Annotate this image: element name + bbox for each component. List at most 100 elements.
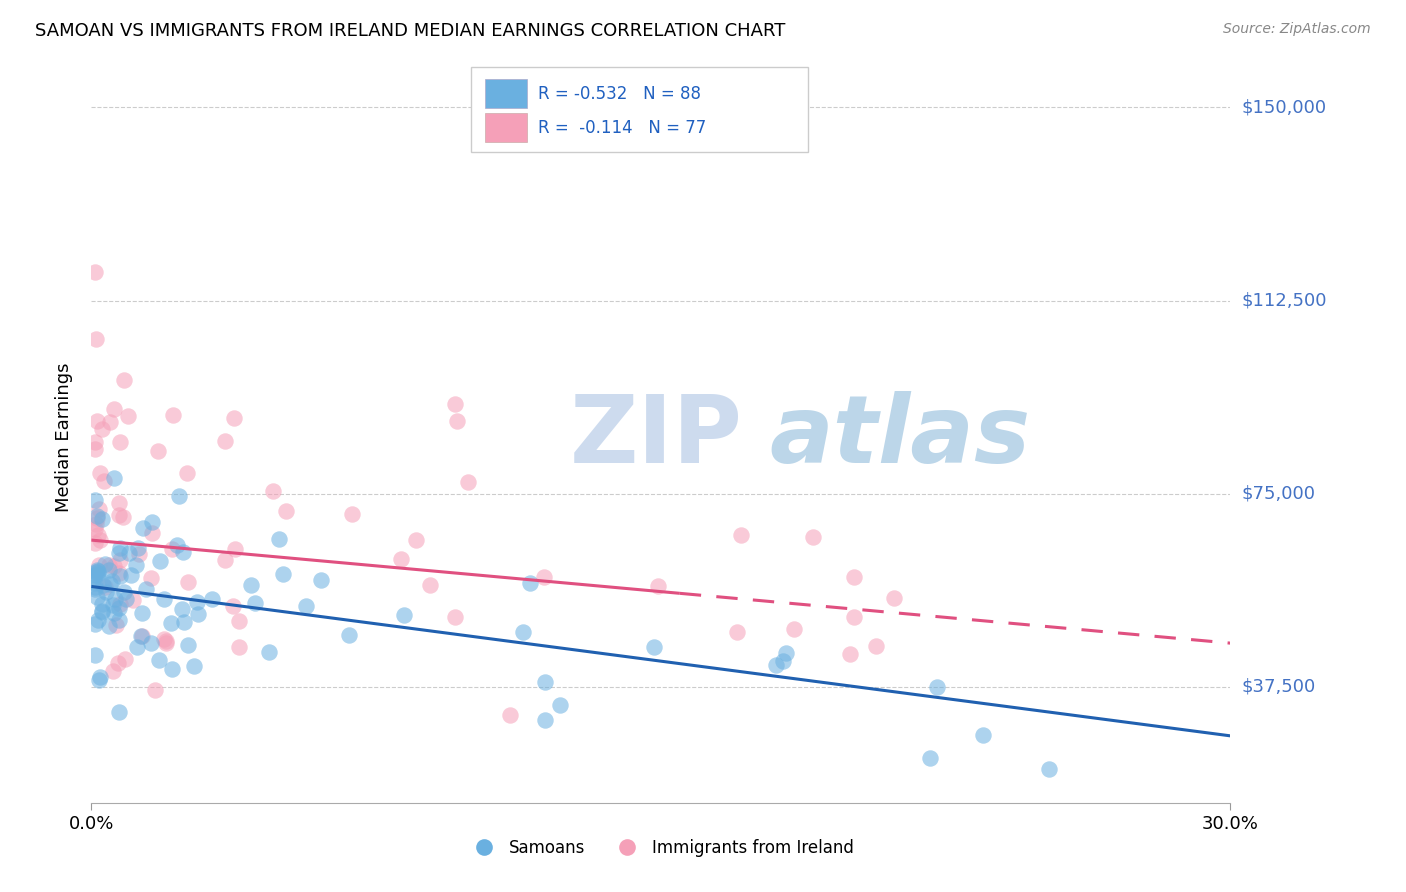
Point bbox=[120, 568, 142, 582]
Point bbox=[927, 680, 949, 694]
Point bbox=[90, 604, 112, 618]
Point bbox=[86, 566, 108, 581]
Point bbox=[643, 640, 665, 654]
Point bbox=[132, 521, 155, 535]
Point bbox=[90, 606, 112, 620]
Point bbox=[730, 528, 752, 542]
Point bbox=[98, 563, 121, 577]
Point bbox=[177, 638, 200, 652]
Point bbox=[443, 397, 465, 411]
Point bbox=[162, 408, 184, 422]
Point bbox=[392, 608, 415, 623]
Point bbox=[86, 563, 108, 577]
Point bbox=[86, 564, 108, 578]
Point bbox=[97, 619, 120, 633]
Point bbox=[262, 483, 284, 498]
Point bbox=[149, 553, 172, 567]
Point bbox=[108, 569, 131, 583]
Point bbox=[201, 592, 224, 607]
Point bbox=[84, 648, 107, 662]
Point bbox=[519, 576, 541, 591]
Point bbox=[86, 568, 108, 582]
Point bbox=[155, 633, 177, 648]
Point bbox=[160, 662, 183, 676]
Point bbox=[224, 411, 246, 425]
Point bbox=[98, 577, 121, 591]
Point bbox=[782, 622, 804, 636]
Y-axis label: Median Earnings: Median Earnings bbox=[55, 362, 73, 512]
Point bbox=[148, 653, 170, 667]
Point bbox=[84, 516, 107, 531]
Point bbox=[865, 639, 887, 653]
Point bbox=[173, 615, 195, 629]
Point bbox=[240, 578, 263, 592]
Point bbox=[533, 569, 555, 583]
Point bbox=[844, 570, 866, 584]
Point bbox=[84, 442, 107, 456]
Point bbox=[143, 682, 166, 697]
Point bbox=[920, 750, 942, 764]
Point bbox=[108, 613, 131, 627]
Point bbox=[839, 647, 862, 661]
Point bbox=[803, 530, 825, 544]
Point bbox=[131, 629, 153, 643]
Point bbox=[84, 265, 107, 279]
Point bbox=[87, 613, 110, 627]
Point bbox=[309, 574, 332, 588]
Point bbox=[512, 625, 534, 640]
Point bbox=[84, 582, 107, 596]
Point bbox=[186, 595, 208, 609]
Text: R = -0.532   N = 88: R = -0.532 N = 88 bbox=[538, 85, 702, 103]
Point bbox=[533, 714, 555, 728]
Point bbox=[84, 536, 107, 550]
Point bbox=[221, 599, 243, 613]
Point bbox=[103, 598, 125, 612]
Point bbox=[94, 584, 117, 599]
Point bbox=[108, 553, 131, 567]
Point bbox=[772, 654, 794, 668]
Point bbox=[84, 565, 107, 579]
Point bbox=[183, 658, 205, 673]
Point bbox=[89, 466, 111, 480]
Point bbox=[228, 614, 250, 628]
Point bbox=[214, 434, 236, 448]
Point bbox=[214, 553, 236, 567]
Point bbox=[155, 635, 177, 649]
Point bbox=[274, 504, 297, 518]
Point bbox=[172, 545, 194, 559]
Point bbox=[108, 705, 131, 719]
Point bbox=[125, 558, 148, 573]
Point bbox=[91, 578, 114, 592]
Point bbox=[153, 592, 176, 607]
Point bbox=[187, 607, 209, 622]
Text: SAMOAN VS IMMIGRANTS FROM IRELAND MEDIAN EARNINGS CORRELATION CHART: SAMOAN VS IMMIGRANTS FROM IRELAND MEDIAN… bbox=[35, 22, 786, 40]
Point bbox=[166, 538, 188, 552]
Point bbox=[457, 475, 479, 489]
Point bbox=[108, 546, 131, 560]
Point bbox=[112, 585, 135, 599]
Point bbox=[177, 575, 200, 590]
Point bbox=[93, 580, 115, 594]
Point bbox=[128, 547, 150, 561]
Point bbox=[117, 409, 139, 424]
Point bbox=[108, 496, 131, 510]
Legend: Samoans, Immigrants from Ireland: Samoans, Immigrants from Ireland bbox=[461, 832, 860, 864]
Point bbox=[139, 636, 162, 650]
Point bbox=[224, 541, 246, 556]
Point bbox=[114, 373, 136, 387]
Text: atlas: atlas bbox=[769, 391, 1031, 483]
Point bbox=[1038, 763, 1060, 777]
Point bbox=[84, 568, 107, 582]
Point bbox=[114, 652, 136, 666]
Point bbox=[228, 640, 250, 654]
Point bbox=[405, 533, 427, 548]
Point bbox=[107, 656, 129, 670]
Point bbox=[108, 541, 131, 555]
Point bbox=[972, 728, 994, 742]
Point bbox=[90, 421, 112, 435]
Point bbox=[86, 508, 108, 523]
Point bbox=[122, 592, 145, 607]
Point bbox=[844, 610, 866, 624]
Text: Source: ZipAtlas.com: Source: ZipAtlas.com bbox=[1223, 22, 1371, 37]
Point bbox=[107, 601, 129, 615]
